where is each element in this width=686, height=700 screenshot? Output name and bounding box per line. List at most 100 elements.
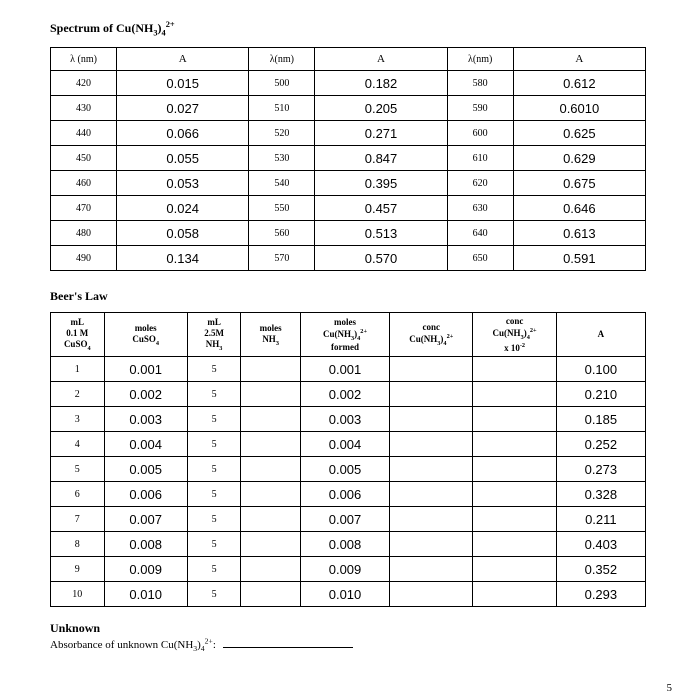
beer-body: 10.00150.0010.10020.00250.0020.21030.003… (51, 357, 646, 607)
beer-row: 40.00450.0040.252 (51, 432, 646, 457)
spectrum-abs-cell: 0.058 (117, 221, 249, 246)
beer-hdr-moles-cuso4: molesCuSO4 (104, 313, 187, 357)
beer-hdr-conc: concCu(NH3)42+ (390, 313, 473, 357)
spectrum-abs-cell: 0.053 (117, 171, 249, 196)
beer-conc-e2-cell (473, 457, 556, 482)
spectrum-row: 4600.0535400.3956200.675 (51, 171, 646, 196)
beer-A-cell: 0.210 (556, 382, 645, 407)
beer-moles-formed-cell: 0.009 (300, 557, 389, 582)
spectrum-lambda-cell: 420 (51, 71, 117, 96)
spectrum-table: λ (nm) A λ(nm) A λ(nm) A 4200.0155000.18… (50, 47, 646, 271)
spectrum-abs-cell: 0.066 (117, 121, 249, 146)
spectrum-row: 4800.0585600.5136400.613 (51, 221, 646, 246)
beer-row: 10.00150.0010.100 (51, 357, 646, 382)
spectrum-abs-cell: 0.457 (315, 196, 447, 221)
beer-conc-e2-cell (473, 582, 556, 607)
spectrum-abs-cell: 0.675 (513, 171, 645, 196)
beer-moles-nh3-cell (241, 432, 301, 457)
spectrum-abs-cell: 0.612 (513, 71, 645, 96)
hdr-A-3: A (513, 48, 645, 71)
beer-hdr-A: A (556, 313, 645, 357)
beer-moles-formed-cell: 0.006 (300, 482, 389, 507)
unknown-label: Unknown (50, 621, 100, 635)
spectrum-row: 4400.0665200.2716000.625 (51, 121, 646, 146)
beer-ml-cell: 7 (51, 507, 105, 532)
spectrum-abs-cell: 0.027 (117, 96, 249, 121)
spectrum-lambda-cell: 570 (249, 246, 315, 271)
spectrum-lambda-cell: 590 (447, 96, 513, 121)
beer-A-cell: 0.211 (556, 507, 645, 532)
beer-conc-e2-cell (473, 482, 556, 507)
beer-hdr-ml-nh3: mL2.5MNH3 (187, 313, 241, 357)
beer-moles-cuso4-cell: 0.008 (104, 532, 187, 557)
beer-ml-nh3-cell: 5 (187, 432, 241, 457)
spectrum-lambda-cell: 520 (249, 121, 315, 146)
spectrum-abs-cell: 0.6010 (513, 96, 645, 121)
spectrum-lambda-cell: 630 (447, 196, 513, 221)
beer-moles-formed-cell: 0.001 (300, 357, 389, 382)
beer-moles-formed-cell: 0.002 (300, 382, 389, 407)
spectrum-abs-cell: 0.513 (315, 221, 447, 246)
beer-conc-e2-cell (473, 407, 556, 432)
spectrum-header-row: λ (nm) A λ(nm) A λ(nm) A (51, 48, 646, 71)
beer-conc-cell (390, 507, 473, 532)
spectrum-title: Spectrum of Cu(NH3)42+ (50, 20, 646, 37)
beer-A-cell: 0.100 (556, 357, 645, 382)
beer-moles-cuso4-cell: 0.001 (104, 357, 187, 382)
beer-ml-cell: 3 (51, 407, 105, 432)
spectrum-abs-cell: 0.205 (315, 96, 447, 121)
hdr-lambda-1: λ (nm) (51, 48, 117, 71)
beer-ml-nh3-cell: 5 (187, 507, 241, 532)
spectrum-abs-cell: 0.055 (117, 146, 249, 171)
beer-conc-cell (390, 532, 473, 557)
spectrum-lambda-cell: 530 (249, 146, 315, 171)
hdr-A-2: A (315, 48, 447, 71)
beer-A-cell: 0.273 (556, 457, 645, 482)
beer-conc-e2-cell (473, 357, 556, 382)
beer-conc-e2-cell (473, 432, 556, 457)
beer-A-cell: 0.252 (556, 432, 645, 457)
spectrum-abs-cell: 0.570 (315, 246, 447, 271)
beer-moles-formed-cell: 0.003 (300, 407, 389, 432)
beer-conc-e2-cell (473, 557, 556, 582)
beer-ml-cell: 8 (51, 532, 105, 557)
beer-row: 90.00950.0090.352 (51, 557, 646, 582)
beer-moles-nh3-cell (241, 357, 301, 382)
beer-moles-nh3-cell (241, 557, 301, 582)
spectrum-row: 4700.0245500.4576300.646 (51, 196, 646, 221)
hdr-A-1: A (117, 48, 249, 71)
beer-hdr-moles-formed: molesCu(NH3)42+formed (300, 313, 389, 357)
unknown-blank (223, 647, 353, 648)
beer-row: 70.00750.0070.211 (51, 507, 646, 532)
beer-moles-cuso4-cell: 0.005 (104, 457, 187, 482)
spectrum-lambda-cell: 460 (51, 171, 117, 196)
beer-ml-cell: 6 (51, 482, 105, 507)
beer-hdr-moles-nh3: molesNH3 (241, 313, 301, 357)
spectrum-lambda-cell: 540 (249, 171, 315, 196)
beer-moles-formed-cell: 0.008 (300, 532, 389, 557)
spectrum-lambda-cell: 450 (51, 146, 117, 171)
spectrum-lambda-cell: 440 (51, 121, 117, 146)
beer-row: 80.00850.0080.403 (51, 532, 646, 557)
spectrum-lambda-cell: 500 (249, 71, 315, 96)
beer-moles-nh3-cell (241, 482, 301, 507)
beer-moles-cuso4-cell: 0.010 (104, 582, 187, 607)
beer-conc-e2-cell (473, 507, 556, 532)
spectrum-lambda-cell: 560 (249, 221, 315, 246)
beer-moles-nh3-cell (241, 457, 301, 482)
beer-A-cell: 0.403 (556, 532, 645, 557)
beer-A-cell: 0.185 (556, 407, 645, 432)
beer-moles-nh3-cell (241, 582, 301, 607)
beer-ml-cell: 9 (51, 557, 105, 582)
page: Spectrum of Cu(NH3)42+ λ (nm) A λ(nm) A … (0, 0, 686, 653)
beer-row: 50.00550.0050.273 (51, 457, 646, 482)
spectrum-lambda-cell: 480 (51, 221, 117, 246)
beer-title: Beer's Law (50, 289, 646, 304)
spectrum-lambda-cell: 600 (447, 121, 513, 146)
beer-table: mL0.1 MCuSO4 molesCuSO4 mL2.5MNH3 molesN… (50, 312, 646, 607)
beer-header-row: mL0.1 MCuSO4 molesCuSO4 mL2.5MNH3 molesN… (51, 313, 646, 357)
beer-ml-cell: 4 (51, 432, 105, 457)
spectrum-abs-cell: 0.591 (513, 246, 645, 271)
beer-conc-e2-cell (473, 532, 556, 557)
beer-conc-cell (390, 457, 473, 482)
